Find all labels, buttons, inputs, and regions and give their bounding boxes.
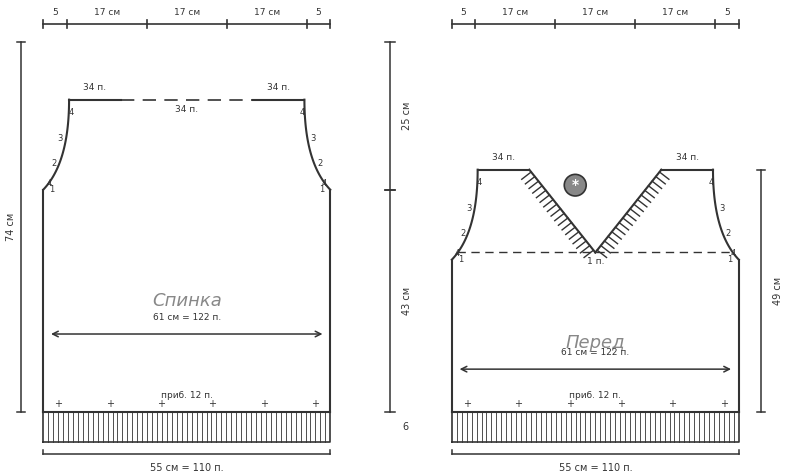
Text: 25 см: 25 см [402, 101, 412, 130]
Text: +: + [514, 399, 522, 409]
Text: 74 см: 74 см [6, 213, 16, 241]
Text: +: + [54, 399, 62, 409]
Text: 55 см = 110 п.: 55 см = 110 п. [150, 463, 223, 473]
Text: 1: 1 [319, 185, 324, 194]
Text: 3: 3 [58, 134, 63, 143]
Text: 5: 5 [724, 8, 730, 17]
Text: 1: 1 [458, 255, 463, 264]
Text: 1: 1 [727, 255, 733, 264]
Text: 61 см = 122 п.: 61 см = 122 п. [153, 313, 221, 322]
Text: 43 см: 43 см [402, 287, 412, 315]
Text: 3: 3 [719, 204, 725, 213]
Text: +: + [157, 399, 165, 409]
Text: +: + [311, 399, 319, 409]
Text: 6: 6 [402, 422, 408, 432]
Text: 1: 1 [50, 185, 54, 194]
Text: 34 п.: 34 п. [83, 83, 106, 92]
Text: +: + [209, 399, 217, 409]
Text: 4: 4 [300, 108, 306, 117]
Text: приб. 12 п.: приб. 12 п. [570, 391, 622, 400]
Text: 4: 4 [322, 178, 327, 188]
Text: +: + [462, 399, 470, 409]
Text: 4: 4 [709, 178, 714, 187]
Text: 17 см: 17 см [94, 8, 120, 17]
Text: +: + [669, 399, 677, 409]
Text: 34 п.: 34 п. [675, 153, 698, 162]
Text: 3: 3 [310, 134, 316, 143]
Text: Спинка: Спинка [152, 292, 222, 310]
Text: +: + [106, 399, 114, 409]
Text: +: + [617, 399, 625, 409]
Text: 61 см = 122 п.: 61 см = 122 п. [561, 348, 630, 357]
Text: 34 п.: 34 п. [175, 105, 198, 114]
Text: +: + [566, 399, 574, 409]
Text: 17 см: 17 см [254, 8, 280, 17]
Text: 17 см: 17 см [582, 8, 609, 17]
Text: 2: 2 [51, 159, 57, 169]
Text: 2: 2 [460, 229, 465, 238]
Text: 49 см: 49 см [773, 277, 782, 305]
Text: *: * [572, 178, 578, 192]
Text: приб. 12 п.: приб. 12 п. [161, 391, 213, 400]
Text: 3: 3 [466, 204, 472, 213]
Text: Перед: Перед [566, 334, 625, 352]
Text: 5: 5 [461, 8, 466, 17]
Text: 34 п.: 34 п. [492, 153, 515, 162]
Text: 4: 4 [455, 249, 460, 258]
Circle shape [564, 174, 586, 196]
Text: 34 п.: 34 п. [267, 83, 290, 92]
Text: +: + [720, 399, 728, 409]
Text: 17 см: 17 см [662, 8, 689, 17]
Text: 2: 2 [317, 159, 322, 169]
Text: 17 см: 17 см [174, 8, 200, 17]
Text: 4: 4 [68, 108, 74, 117]
Text: +: + [260, 399, 268, 409]
Text: 2: 2 [726, 229, 730, 238]
Text: 4: 4 [477, 178, 482, 187]
Text: 5: 5 [316, 8, 322, 17]
Text: 55 см = 110 п.: 55 см = 110 п. [558, 463, 632, 473]
Text: 5: 5 [52, 8, 58, 17]
Text: 4: 4 [46, 178, 51, 188]
Text: 4: 4 [730, 249, 736, 258]
Text: 17 см: 17 см [502, 8, 529, 17]
Text: 1 п.: 1 п. [586, 258, 604, 267]
